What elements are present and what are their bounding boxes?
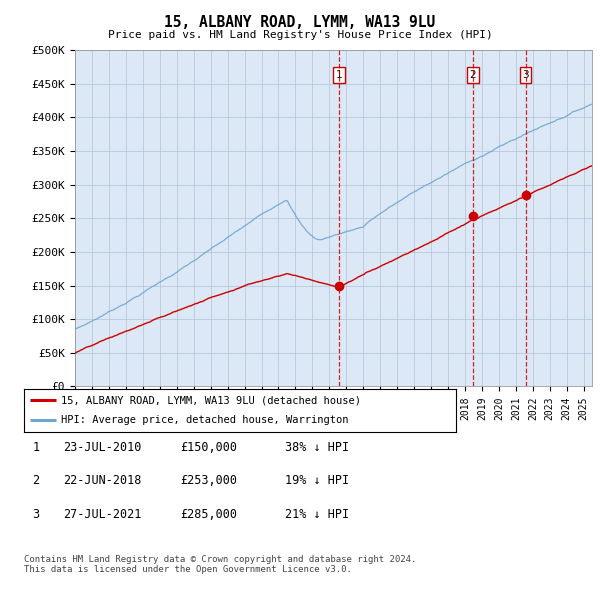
Text: 23-JUL-2010: 23-JUL-2010 — [63, 441, 142, 454]
Text: 2: 2 — [32, 474, 40, 487]
Text: 1: 1 — [32, 441, 40, 454]
Text: 1: 1 — [335, 70, 342, 80]
Text: Price paid vs. HM Land Registry's House Price Index (HPI): Price paid vs. HM Land Registry's House … — [107, 30, 493, 40]
Text: 27-JUL-2021: 27-JUL-2021 — [63, 508, 142, 521]
Text: 19% ↓ HPI: 19% ↓ HPI — [285, 474, 349, 487]
Text: 15, ALBANY ROAD, LYMM, WA13 9LU (detached house): 15, ALBANY ROAD, LYMM, WA13 9LU (detache… — [61, 395, 361, 405]
Text: 15, ALBANY ROAD, LYMM, WA13 9LU: 15, ALBANY ROAD, LYMM, WA13 9LU — [164, 15, 436, 30]
Text: HPI: Average price, detached house, Warrington: HPI: Average price, detached house, Warr… — [61, 415, 348, 425]
Text: 38% ↓ HPI: 38% ↓ HPI — [285, 441, 349, 454]
Text: 2: 2 — [470, 70, 476, 80]
Text: Contains HM Land Registry data © Crown copyright and database right 2024.
This d: Contains HM Land Registry data © Crown c… — [24, 555, 416, 574]
Text: £285,000: £285,000 — [180, 508, 237, 521]
Text: 3: 3 — [522, 70, 529, 80]
Text: 22-JUN-2018: 22-JUN-2018 — [63, 474, 142, 487]
Text: 21% ↓ HPI: 21% ↓ HPI — [285, 508, 349, 521]
Text: 3: 3 — [32, 508, 40, 521]
Text: £150,000: £150,000 — [180, 441, 237, 454]
Text: £253,000: £253,000 — [180, 474, 237, 487]
